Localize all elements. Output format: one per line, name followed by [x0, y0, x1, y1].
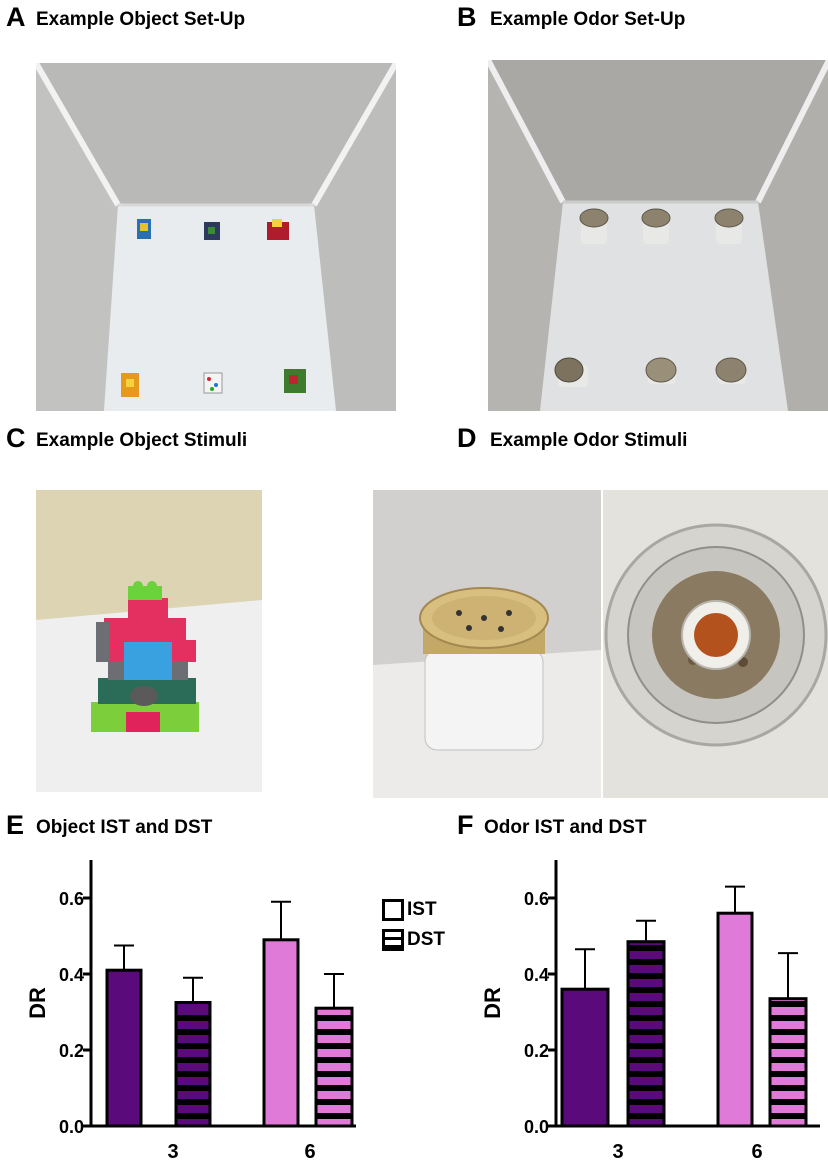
lego-object-1 [137, 219, 151, 239]
panel-title-a: Example Object Set-Up [36, 9, 246, 30]
category-label-f-1: 6 [751, 1141, 762, 1163]
odor-jar-5 [645, 357, 677, 384]
legend-swatch-solid [382, 899, 404, 921]
bar-e-ist-3 [105, 968, 143, 1128]
panel-letter-f: F [457, 810, 474, 840]
odor-jar-side-photo [373, 490, 601, 798]
odor-jar-4 [554, 357, 588, 387]
bar-e-ist-6 [262, 938, 300, 1128]
legend-label-dst: DST [407, 929, 445, 950]
legend-item-dst: DST [382, 928, 445, 952]
panel-letter-e: E [6, 810, 25, 840]
y-tick-label-e-0: 0.0 [59, 1117, 84, 1137]
y-tick-label-e-2: 0.4 [59, 965, 84, 985]
bar-f-ist-6 [716, 911, 754, 1128]
bar-stripes-e-dst-6 [317, 1015, 351, 1119]
y-tick-label-f-0: 0.0 [524, 1117, 549, 1137]
panel-letter-b: B [457, 2, 477, 32]
odor-jar-3 [714, 208, 744, 244]
panel-letter-a: A [6, 2, 26, 32]
odor-jar-top-photo [603, 490, 828, 798]
bar-f-ist-3 [560, 987, 610, 1128]
lego-stimulus-photo [36, 490, 262, 792]
chart-object-ist-dst: 0.0 0.2 0.4 0.6 DR 3 6 [25, 860, 356, 1163]
lego-object-6 [284, 369, 306, 393]
lego-object-3 [267, 219, 289, 240]
legend-item-ist: IST [382, 898, 437, 922]
panel-title-d: Example Odor Stimuli [490, 430, 688, 451]
y-tick-label-e-3: 0.6 [59, 889, 84, 909]
y-tick-label-f-3: 0.6 [524, 889, 549, 909]
panel-letter-d: D [457, 423, 477, 453]
y-axis-label-f: DR [480, 987, 505, 1019]
lego-object-2 [204, 222, 220, 240]
panel-title-b: Example Odor Set-Up [490, 9, 686, 30]
bar-stripes-f-dst-6 [771, 1001, 805, 1119]
y-axis-label-e: DR [25, 987, 50, 1019]
category-label-e-1: 6 [304, 1141, 315, 1163]
bar-e-dst-6 [314, 1006, 354, 1128]
odor-jar-2 [641, 208, 671, 244]
odor-jar-1 [579, 208, 609, 244]
odor-jar-6 [715, 357, 747, 384]
bar-e-dst-3 [174, 1001, 212, 1128]
bar-stripes-e-dst-3 [177, 1015, 209, 1119]
chart-legend: IST DST [382, 898, 502, 958]
panel-letter-c: C [6, 423, 26, 453]
panel-title-e: Object IST and DST [36, 817, 213, 838]
lego-object-5 [203, 372, 223, 394]
panel-title-f: Odor IST and DST [484, 817, 647, 838]
y-tick-label-e-1: 0.2 [59, 1041, 84, 1061]
chart-odor-ist-dst: 0.0 0.2 0.4 0.6 DR 3 6 [480, 860, 820, 1163]
panel-title-c: Example Object Stimuli [36, 430, 248, 451]
bar-stripes-f-dst-3 [629, 945, 663, 1119]
category-label-e-0: 3 [167, 1141, 178, 1163]
odor-setup-photo [488, 60, 828, 411]
category-label-f-0: 3 [612, 1141, 623, 1163]
lego-object-4 [121, 373, 139, 397]
object-setup-photo [36, 63, 396, 411]
y-tick-label-f-1: 0.2 [524, 1041, 549, 1061]
legend-label-ist: IST [407, 899, 437, 920]
y-tick-label-f-2: 0.4 [524, 965, 549, 985]
legend-swatch-striped [382, 929, 404, 951]
